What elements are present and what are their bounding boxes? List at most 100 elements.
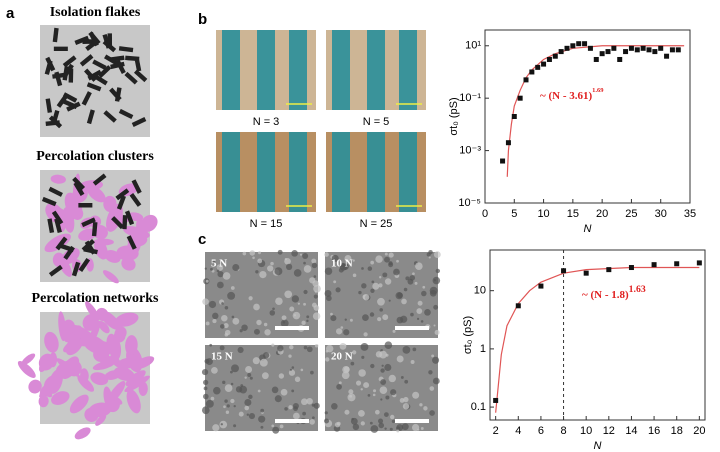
- sem-grain: [324, 252, 329, 257]
- sem-grain: [216, 281, 224, 289]
- x-tick-label: 6: [538, 425, 544, 437]
- sem-grain: [224, 329, 231, 336]
- sem-grain: [384, 278, 392, 285]
- sem-grain: [361, 267, 364, 270]
- sem-grain: [216, 269, 220, 273]
- sem-grain: [349, 394, 353, 398]
- cluster-blob: [125, 335, 138, 356]
- cluster-blob: [90, 372, 109, 386]
- sem-grain: [275, 297, 283, 306]
- data-point: [538, 283, 544, 289]
- flake: [71, 261, 81, 277]
- plot-frame: [489, 249, 706, 421]
- x-tick-label: 15: [567, 208, 579, 220]
- sem-grain: [288, 354, 292, 358]
- sem-grain: [233, 424, 237, 428]
- sem-grain: [257, 258, 263, 264]
- sem-grain: [335, 287, 341, 293]
- sem-grain: [248, 394, 253, 400]
- cluster-blob: [64, 358, 81, 376]
- sem-grain: [303, 261, 306, 265]
- data-point: [582, 41, 588, 47]
- sem-grain: [270, 261, 274, 266]
- sem-grain: [420, 320, 424, 323]
- flake: [131, 179, 142, 194]
- sem-grain: [271, 343, 275, 347]
- sem-grain: [388, 374, 396, 383]
- sem-grain: [274, 267, 283, 276]
- sem-label: 20 N: [331, 351, 353, 363]
- y-tick-label: 10: [474, 285, 486, 297]
- sem-grain: [297, 302, 300, 305]
- sem-grain: [252, 256, 255, 260]
- sem-grain: [370, 425, 379, 433]
- sem-grain: [208, 300, 217, 309]
- flake: [103, 110, 117, 123]
- flake: [124, 210, 135, 226]
- data-point: [634, 47, 640, 53]
- x-tick-label: 0: [482, 208, 488, 220]
- sem-grain: [379, 276, 382, 279]
- sem-grain: [314, 344, 319, 348]
- data-point: [605, 49, 611, 55]
- sem-grain: [291, 295, 300, 303]
- data-point: [646, 47, 652, 53]
- cluster-blob: [28, 379, 42, 394]
- sem-grain: [379, 386, 388, 395]
- sem-grain: [396, 259, 399, 263]
- cluster-blob: [49, 352, 58, 368]
- fit-curve: [506, 45, 685, 177]
- cluster-blob: [98, 321, 110, 334]
- sem-grain: [314, 290, 317, 293]
- flake: [44, 60, 53, 75]
- cluster-blob: [39, 360, 48, 373]
- flake: [92, 59, 107, 70]
- sem-grain: [414, 281, 418, 285]
- sem-grain: [363, 332, 368, 337]
- sem-grain: [260, 425, 264, 429]
- sem-grain: [245, 365, 253, 373]
- sem-grain: [259, 270, 267, 279]
- sem-grain: [416, 317, 420, 321]
- sem-grain: [344, 344, 347, 347]
- sem-grain: [324, 289, 332, 297]
- data-point: [606, 267, 612, 273]
- electrode: [222, 30, 240, 110]
- sem-grain: [293, 406, 298, 412]
- flake: [92, 173, 107, 186]
- sem-grain: [324, 411, 328, 415]
- sem-grain: [213, 386, 221, 395]
- sem-grain: [291, 389, 295, 393]
- flake: [45, 98, 53, 113]
- sem-grain: [384, 256, 390, 263]
- sem-grain: [204, 267, 207, 270]
- data-point: [493, 397, 499, 403]
- sem-grain: [303, 302, 306, 306]
- y-axis-label: σt₀ (pS): [462, 316, 474, 354]
- flake: [55, 236, 68, 251]
- sem-grain: [201, 368, 209, 376]
- sem-grain: [239, 385, 248, 394]
- flake: [81, 217, 96, 228]
- photo-label: N = 5: [363, 116, 390, 128]
- cluster-blob: [136, 217, 144, 238]
- data-point: [511, 114, 517, 119]
- sem-grain: [205, 279, 209, 283]
- sem-grain: [372, 282, 380, 290]
- cluster-blob: [84, 407, 99, 422]
- cluster-blob: [113, 367, 135, 381]
- sem-grain: [311, 258, 317, 264]
- sem-grain: [396, 424, 404, 432]
- sem-grain: [212, 312, 219, 320]
- sem-grain: [348, 389, 354, 395]
- sem-grain: [411, 423, 420, 432]
- sem-grain: [256, 319, 262, 326]
- sem-grain: [224, 384, 233, 392]
- sem-grain: [428, 370, 433, 375]
- sem-grain: [416, 308, 423, 314]
- sem-grain: [370, 363, 375, 369]
- flake: [78, 257, 91, 272]
- sem-grain: [202, 393, 209, 400]
- sem-grain: [230, 286, 235, 290]
- sem-grain: [363, 382, 370, 389]
